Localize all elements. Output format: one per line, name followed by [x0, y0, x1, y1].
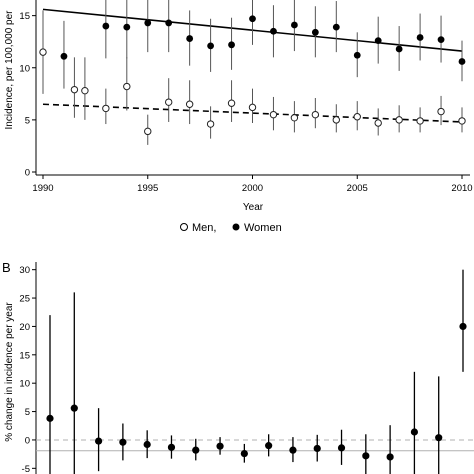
panel-b-y-tick-label: -5	[22, 464, 30, 474]
panel-b-data-point	[313, 444, 321, 453]
women-data-point	[291, 21, 298, 29]
women-data-point	[60, 52, 68, 60]
panel-b-data-point	[265, 442, 273, 450]
women-data-point	[437, 36, 445, 44]
panel-b-data-point	[435, 434, 443, 442]
men-data-point	[416, 117, 424, 125]
men-data-point	[185, 100, 194, 108]
women-data-point	[416, 34, 424, 41]
women-data-point	[123, 23, 131, 31]
men-data-point	[290, 114, 299, 122]
panel-b-data-point	[337, 444, 346, 452]
panel-b: B -5 0 5 10 15 20 25 30 % change in incidence p…	[2, 260, 474, 474]
panel-b-y-axis-title: % change in incidence per year	[4, 302, 15, 442]
panel-b-y-tick-label: 0	[25, 435, 30, 446]
women-data-point	[165, 19, 173, 27]
women-data-point	[353, 51, 361, 59]
panel-a-x-axis-title: Year	[243, 202, 264, 213]
men-data-point	[458, 117, 466, 125]
men-data-point	[39, 48, 47, 56]
women-data-point	[374, 37, 382, 45]
panel-a-y-tick-label: 15	[19, 11, 30, 22]
men-data-point	[206, 120, 215, 128]
women-data-point	[207, 42, 215, 50]
panel-b-y-tick-label: 20	[19, 322, 30, 333]
men-data-point	[395, 116, 403, 124]
men-data-point	[311, 110, 320, 119]
panel-b-data-point	[216, 442, 224, 450]
men-data-point	[437, 107, 445, 116]
women-data-point	[458, 58, 466, 65]
panel-b-data-point	[410, 428, 419, 436]
men-data-point	[353, 113, 361, 121]
panel-a: 0 5 10 15 1990 1995 2000 2005 2010 Year Inciden…	[4, 0, 473, 234]
men-data-point	[248, 103, 257, 112]
panel-b-y-tick-label: 5	[25, 407, 30, 418]
panel-b-data-point	[94, 437, 103, 445]
legend-women-marker	[232, 223, 240, 231]
panel-a-y-tick-label: 5	[25, 115, 30, 126]
women-data-point	[186, 35, 194, 42]
panel-b-data-point	[46, 414, 54, 422]
panel-b-label: B	[2, 260, 11, 275]
panel-b-data-point	[192, 446, 200, 454]
panel-b-data-point	[70, 404, 78, 412]
men-data-point	[165, 98, 173, 106]
panel-a-x-tick-label: 1990	[32, 183, 53, 194]
panel-b-data-point	[459, 322, 467, 331]
panel-b-y-tick-label: 25	[19, 294, 30, 305]
legend-men-marker	[180, 223, 188, 231]
panel-b-data-point	[119, 438, 127, 446]
panel-b-data-point	[289, 446, 297, 454]
men-data-point	[374, 119, 382, 127]
panel-a-y-tick-label: 0	[25, 168, 30, 179]
panel-a-x-tick-label: 2010	[451, 183, 472, 194]
panel-a-x-tick-label: 2000	[242, 183, 263, 194]
legend-men-label: Men,	[192, 222, 216, 234]
women-data-point	[332, 23, 340, 31]
legend-women-label: Women	[244, 222, 282, 234]
panel-a-y-tick-label: 10	[19, 63, 30, 74]
men-data-point	[102, 104, 110, 113]
women-data-point	[228, 41, 235, 49]
panel-b-y-tick-label: 15	[19, 350, 30, 361]
legend: Men, Women	[180, 222, 282, 234]
men-data-point	[70, 85, 79, 94]
men-data-point	[269, 110, 278, 119]
men-data-point	[81, 86, 89, 95]
women-data-point	[102, 22, 110, 30]
panel-b-data-point	[167, 443, 176, 451]
men-data-point	[332, 116, 340, 124]
men-data-point	[144, 127, 152, 136]
women-data-point	[270, 27, 277, 35]
panel-a-y-axis-title: Incidence, per 100,000 per	[4, 10, 15, 130]
panel-b-data-point	[240, 449, 248, 458]
panel-a-x-tick-label: 2005	[347, 183, 368, 194]
panel-b-y-tick-label: 30	[19, 265, 30, 276]
men-data-point	[123, 82, 131, 91]
panel-a-x-tick-label: 1995	[137, 183, 158, 194]
women-data-point	[144, 19, 152, 27]
women-data-point	[395, 45, 403, 53]
panel-b-data-point	[386, 453, 394, 461]
panel-b-data-point	[143, 440, 151, 449]
panel-b-data-point	[362, 452, 370, 460]
panel-b-y-tick-label: 10	[19, 379, 30, 390]
men-data-point	[227, 99, 236, 107]
women-data-point	[311, 28, 319, 36]
women-data-point	[249, 15, 256, 23]
